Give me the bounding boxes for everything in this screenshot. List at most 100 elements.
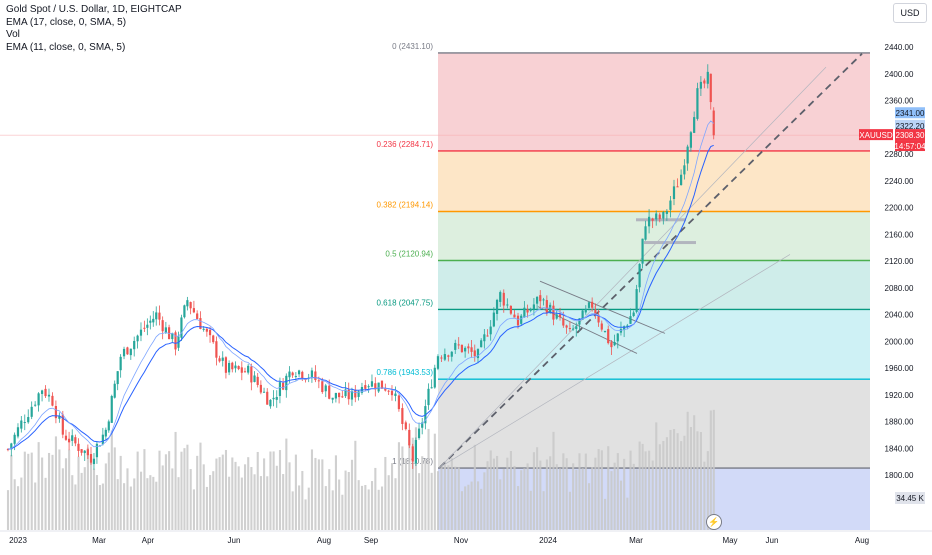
volume-bar [565, 458, 568, 530]
candle-body [161, 320, 164, 332]
volume-bar [360, 485, 364, 530]
volume-bar [228, 476, 231, 530]
volume-bar [202, 464, 205, 530]
candle-body [390, 390, 394, 396]
y-tick-label: 1840.00 [885, 444, 914, 453]
volume-bar [467, 484, 470, 530]
candle-body [139, 329, 143, 336]
candle-body [357, 391, 360, 397]
candle-body [669, 200, 672, 210]
lightning-icon[interactable]: ⚡ [706, 514, 722, 530]
volume-bar [632, 463, 635, 530]
volume-bar [123, 483, 126, 530]
volume-bar [489, 450, 492, 530]
candle-body [632, 312, 635, 317]
candle-body [83, 450, 86, 454]
ema17-legend[interactable]: EMA (17, close, 0, SMA, 5) [6, 16, 127, 28]
ema11-legend[interactable]: EMA (11, close, 0, SMA, 5) [6, 41, 126, 53]
time-axis: 2023 Mar Apr Jun Aug Sep Nov 2024 Mar May Jun Aug [0, 530, 932, 545]
candle-body [562, 318, 565, 326]
candle-body [328, 385, 331, 399]
y-tick-label: 2040.00 [885, 311, 914, 320]
price-badge-label: 14:57:04 [894, 142, 926, 151]
volume-bar [98, 485, 101, 530]
candle-body [370, 381, 374, 387]
volume-bar [68, 449, 71, 530]
candle-body [205, 328, 208, 332]
candle-body [492, 312, 495, 327]
volume-bar [689, 427, 692, 530]
volume-bar [712, 409, 715, 530]
candle-body [30, 406, 33, 417]
volume-bar [307, 487, 310, 530]
candle-body [421, 422, 424, 428]
candle-body [243, 371, 247, 373]
volume-bar [119, 455, 122, 530]
candle-body [269, 399, 272, 407]
candle-body [703, 80, 706, 84]
candle-body [509, 305, 512, 314]
candle-body [101, 434, 104, 445]
x-tick-label: May [722, 536, 737, 545]
candle-body [107, 421, 110, 431]
candle-body [288, 371, 291, 378]
volume-bar [638, 441, 641, 530]
volume-bar [177, 477, 180, 530]
volume-bar [338, 479, 341, 530]
volume-bar [552, 431, 555, 530]
candle-body [23, 422, 26, 424]
volume-bar [74, 484, 77, 530]
candle-body [338, 392, 341, 398]
volume-bar [247, 457, 250, 530]
candle-body [240, 367, 243, 373]
candle-body [587, 302, 591, 308]
volume-bar [696, 431, 699, 530]
volume-bar [440, 465, 443, 530]
candle-body [578, 318, 581, 325]
volume-bar [243, 464, 247, 530]
volume-bar [394, 478, 397, 530]
x-tick-label: Jun [766, 536, 779, 545]
price-badge-bg [895, 107, 925, 119]
candle-body [314, 371, 317, 381]
volume-bar [231, 457, 234, 530]
candle-body [709, 73, 712, 103]
price-badge-label: XAUUSD [859, 131, 893, 140]
candle-body [10, 443, 13, 450]
fibonacci-retracement: 0 (2431.10) 0.236 (2284.71) 0.382 (2194.14… [0, 42, 870, 530]
candle-body [350, 390, 354, 400]
x-tick-label: Jun [228, 536, 241, 545]
volume-bar [594, 457, 597, 530]
volume-bar [676, 433, 679, 530]
volume-bar [199, 442, 202, 530]
candle-body [565, 325, 568, 328]
fib-band-5 [438, 379, 870, 469]
volume-bar [607, 446, 610, 530]
volume-bar [196, 455, 199, 530]
candle-body [158, 312, 161, 320]
volume-bar [218, 457, 221, 530]
volume-bar [212, 471, 215, 530]
candle-body [95, 443, 99, 458]
volume-bar [418, 473, 421, 530]
candle-body [464, 347, 467, 352]
candle-body [212, 335, 215, 343]
candle-body [436, 356, 440, 369]
candle-body [317, 380, 320, 382]
volume-bar [282, 474, 285, 530]
price-badge-bg [895, 129, 925, 141]
volume-bar [587, 483, 591, 530]
candle-body [581, 310, 584, 320]
y-tick-label: 2440.00 [885, 43, 914, 52]
candle-body [321, 381, 324, 393]
volume-legend[interactable]: Vol [6, 29, 20, 40]
fan-line [439, 66, 827, 468]
y-tick-label: 1920.00 [885, 391, 914, 400]
currency-button[interactable]: USD [893, 3, 927, 23]
candle-body [40, 390, 44, 394]
volume-bar [37, 442, 40, 530]
price-badge-label: 2322.20 [896, 122, 925, 131]
candle-body [74, 437, 77, 444]
